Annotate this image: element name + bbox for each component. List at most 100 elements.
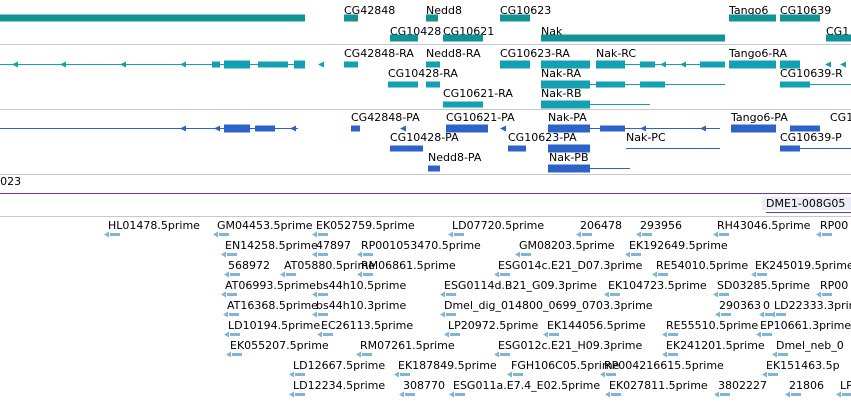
protein-exon[interactable]: [390, 145, 423, 152]
protein-exon[interactable]: [224, 124, 250, 133]
protein-exon[interactable]: [255, 125, 275, 132]
est-label[interactable]: SD03285.5prime: [717, 279, 810, 292]
est-feature[interactable]: [454, 233, 464, 236]
transcript-exon[interactable]: [541, 100, 590, 109]
est-label[interactable]: 293956: [640, 219, 682, 232]
est-label[interactable]: 290363: [719, 299, 761, 312]
est-feature[interactable]: [582, 233, 592, 236]
est-feature[interactable]: [610, 293, 620, 296]
est-label[interactable]: bs44h10.3prime: [316, 299, 406, 312]
gene-label[interactable]: Nedd8: [426, 4, 462, 17]
est-feature[interactable]: [842, 393, 851, 396]
est-label[interactable]: RP00: [820, 219, 848, 232]
est-feature[interactable]: [446, 313, 456, 316]
est-feature[interactable]: [778, 353, 788, 356]
est-label[interactable]: AT05880.5prime: [284, 259, 375, 272]
est-label[interactable]: 21806: [789, 379, 824, 392]
protein-exon[interactable]: [731, 124, 776, 133]
est-feature[interactable]: [446, 293, 456, 296]
est-label[interactable]: EC26113.5prime: [321, 319, 413, 332]
est-feature[interactable]: [318, 253, 328, 256]
est-label[interactable]: bs44h10.5prime: [316, 279, 406, 292]
gene-feature[interactable]: [541, 34, 725, 42]
est-label[interactable]: EN14258.5prime: [225, 239, 318, 252]
est-label[interactable]: LD10194.5prime: [228, 319, 320, 332]
est-label[interactable]: EK241201.5prime: [666, 339, 765, 352]
est-label[interactable]: GM08203.5prime: [519, 239, 615, 252]
est-label[interactable]: 308770: [403, 379, 445, 392]
est-label[interactable]: EK245019.5prime: [755, 259, 851, 272]
protein-label[interactable]: CG42848-PA: [351, 111, 420, 124]
est-feature[interactable]: [323, 333, 333, 336]
protein-exon[interactable]: [790, 125, 820, 132]
est-label[interactable]: LP: [840, 379, 851, 392]
est-label[interactable]: EK055207.5prime: [230, 339, 329, 352]
est-feature[interactable]: [822, 233, 832, 236]
transcript-exon[interactable]: [780, 81, 810, 88]
transcript-label[interactable]: Nedd8-RA: [426, 47, 481, 60]
est-feature[interactable]: [631, 253, 641, 256]
transcript-exon[interactable]: [388, 81, 418, 88]
est-label[interactable]: EK104723.5prime: [608, 279, 707, 292]
est-feature[interactable]: [822, 293, 832, 296]
transcript-exon[interactable]: [596, 60, 625, 69]
gene-feature[interactable]: [0, 14, 305, 22]
est-label[interactable]: LD12667.5prime: [293, 359, 385, 372]
est-label[interactable]: AT16368.5prime: [227, 299, 318, 312]
est-feature[interactable]: [658, 273, 668, 276]
protein-exon[interactable]: [600, 125, 625, 132]
est-label[interactable]: RM06861.5prime: [361, 259, 456, 272]
est-feature[interactable]: [606, 373, 616, 376]
est-feature[interactable]: [642, 233, 652, 236]
gene-feature[interactable]: [426, 14, 438, 22]
est-label[interactable]: EK144056.5prime: [547, 319, 646, 332]
transcript-label[interactable]: CG10621-RA: [443, 87, 513, 100]
est-label[interactable]: EK192649.5prime: [629, 239, 728, 252]
protein-label[interactable]: CG10639-P: [780, 131, 842, 144]
est-feature[interactable]: [405, 393, 415, 396]
est-feature[interactable]: [227, 293, 237, 296]
est-label[interactable]: RP004216615.5prime: [604, 359, 724, 372]
transcript-exon[interactable]: [541, 60, 590, 69]
est-feature[interactable]: [295, 393, 305, 396]
protein-label[interactable]: Tango6-PA: [730, 111, 788, 124]
transcript-exon[interactable]: [500, 60, 530, 69]
gene-feature[interactable]: [826, 34, 851, 42]
est-label[interactable]: ESG014c.E21_D07.3prime: [498, 259, 643, 272]
transcript-exon[interactable]: [780, 60, 800, 69]
est-feature[interactable]: [549, 333, 559, 336]
est-feature[interactable]: [762, 333, 772, 336]
transcript-exon[interactable]: [212, 61, 220, 68]
transcript-exon[interactable]: [443, 101, 483, 108]
transcript-label[interactable]: CG42848-RA: [344, 47, 414, 60]
est-label[interactable]: RE54010.5prime: [656, 259, 748, 272]
est-feature[interactable]: [768, 373, 778, 376]
protein-label[interactable]: Nedd8-PA: [428, 151, 482, 164]
est-label[interactable]: Dmel_neb_0: [776, 339, 844, 352]
est-feature[interactable]: [720, 393, 730, 396]
est-feature[interactable]: [513, 373, 523, 376]
est-label[interactable]: 47897: [316, 239, 351, 252]
gene-feature[interactable]: [390, 34, 418, 42]
est-feature[interactable]: [219, 233, 229, 236]
transcript-exon[interactable]: [541, 80, 590, 89]
gene-feature[interactable]: [729, 14, 776, 22]
est-label[interactable]: RP001053470.5prime: [361, 239, 481, 252]
protein-exon[interactable]: [446, 124, 488, 133]
est-feature[interactable]: [668, 333, 678, 336]
est-feature[interactable]: [450, 333, 460, 336]
est-feature[interactable]: [455, 393, 465, 396]
protein-exon[interactable]: [548, 144, 590, 153]
clone-label[interactable]: DME1-008G05: [766, 197, 845, 210]
est-label[interactable]: AT06993.5prime: [225, 279, 316, 292]
est-feature[interactable]: [500, 353, 510, 356]
protein-exon[interactable]: [428, 165, 440, 172]
est-label[interactable]: ESG0114d.B21_G09.3prime: [444, 279, 597, 292]
est-label[interactable]: EK052759.5prime: [316, 219, 415, 232]
est-feature[interactable]: [227, 253, 237, 256]
transcript-exon[interactable]: [426, 61, 440, 68]
est-label[interactable]: 0: [763, 299, 770, 312]
protein-label[interactable]: CG1: [830, 111, 851, 124]
est-feature[interactable]: [791, 393, 801, 396]
